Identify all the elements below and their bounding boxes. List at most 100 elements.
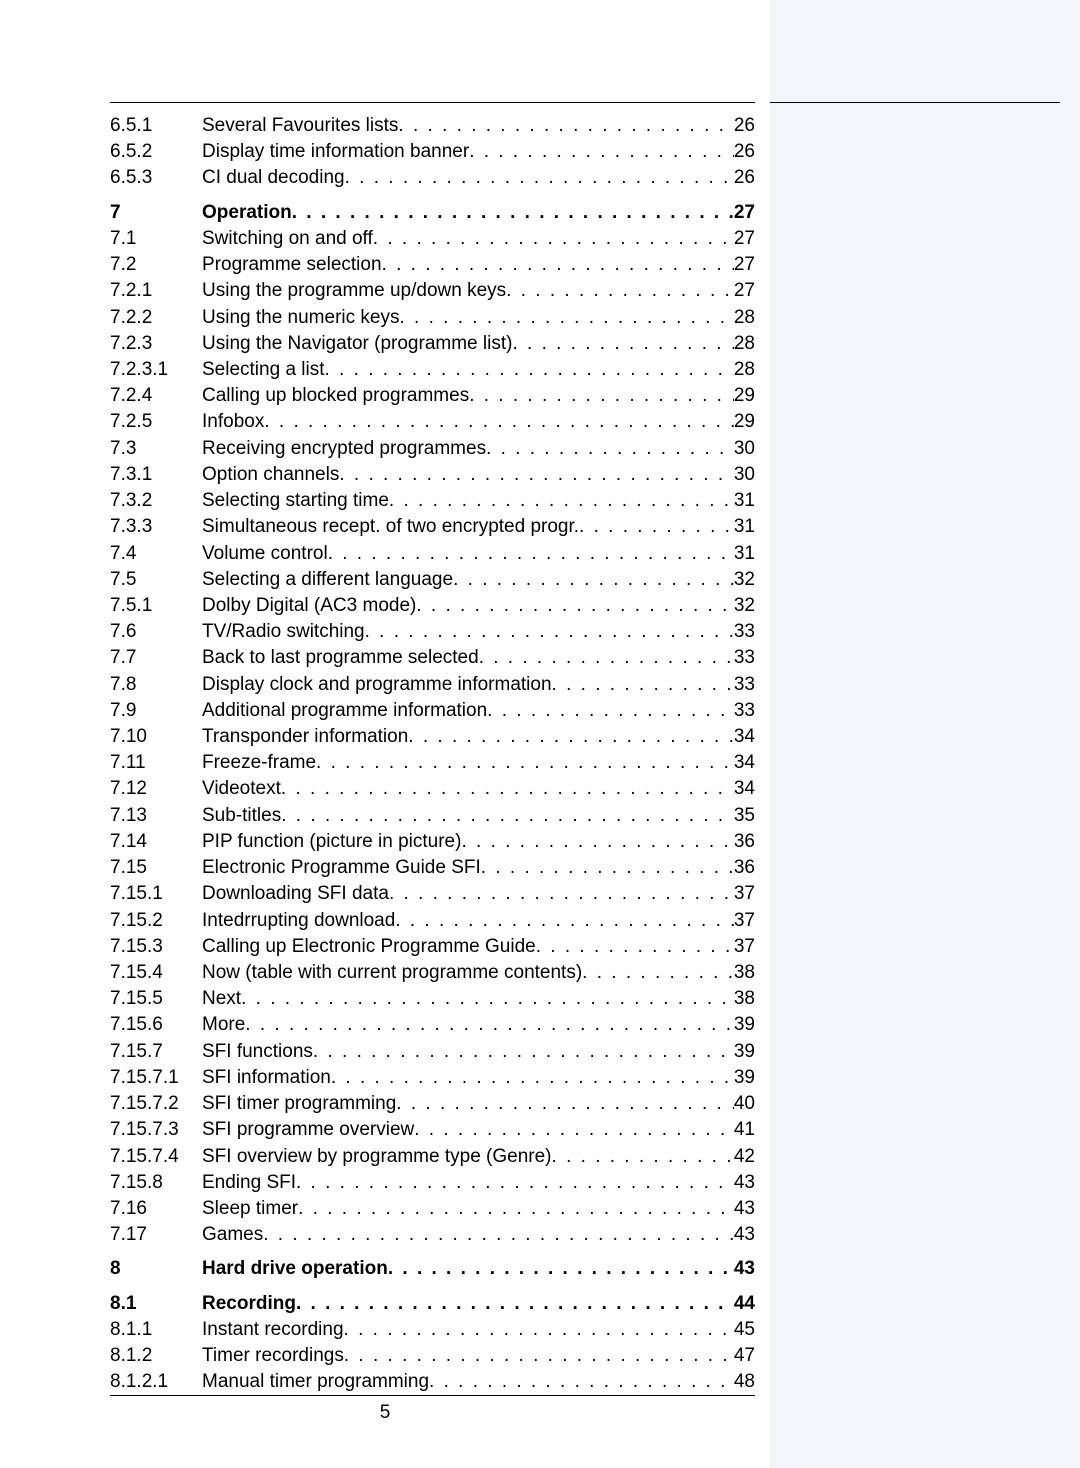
toc-page: 31 (734, 514, 755, 540)
toc-row: 7.10Transponder information34 (110, 724, 755, 750)
toc-section-number: 7.15.6 (110, 1012, 202, 1038)
toc-leader-dots (398, 113, 733, 139)
toc-leader-dots (414, 1117, 734, 1143)
toc-leader-dots (481, 855, 734, 881)
toc-page: 27 (734, 278, 755, 304)
toc-row: 8.1.2.1Manual timer programming48 (110, 1369, 755, 1395)
toc-row: 7.3.3Simultaneous recept. of two encrypt… (110, 514, 755, 540)
toc-page: 43 (734, 1196, 755, 1222)
toc-section-number: 7.3 (110, 436, 202, 462)
toc-page: 37 (734, 881, 755, 907)
toc-leader-dots (479, 645, 734, 671)
content-area: 6.5.1Several Favourites lists266.5.2Disp… (110, 102, 755, 1396)
toc-page: 43 (734, 1222, 755, 1248)
toc-page: 34 (734, 776, 755, 802)
toc-row: 7.15Electronic Programme Guide SFI36 (110, 855, 755, 881)
toc-row: 7.16Sleep timer43 (110, 1196, 755, 1222)
toc-title-wrap: Intedrrupting download37 (202, 908, 755, 934)
toc-page: 43 (734, 1256, 755, 1282)
toc-title-wrap: Instant recording45 (202, 1317, 755, 1343)
toc-title-wrap: Selecting a different language32 (202, 567, 755, 593)
toc-page: 42 (734, 1144, 755, 1170)
toc-section-number: 7.15.5 (110, 986, 202, 1012)
toc-leader-dots (344, 1317, 734, 1343)
toc-title: SFI information (202, 1065, 331, 1091)
toc-section-number: 7.8 (110, 672, 202, 698)
toc-page: 45 (734, 1317, 755, 1343)
page-number: 5 (0, 1402, 770, 1424)
toc-leader-dots (373, 226, 734, 252)
toc-title-wrap: Programme selection27 (202, 252, 755, 278)
toc-title-wrap: Selecting a list28 (202, 357, 755, 383)
toc-section-number: 7.11 (110, 750, 202, 776)
toc-title-wrap: Transponder information34 (202, 724, 755, 750)
toc-title-wrap: Using the numeric keys28 (202, 305, 755, 331)
toc-title: Freeze-frame (202, 750, 316, 776)
toc-section-number: 7.3.3 (110, 514, 202, 540)
toc-leader-dots (512, 331, 733, 357)
toc-section-number: 7.3.2 (110, 488, 202, 514)
toc-row: 7.5.1Dolby Digital (AC3 mode)32 (110, 593, 755, 619)
toc-title-wrap: Calling up Electronic Programme Guide37 (202, 934, 755, 960)
toc-title: Option channels (202, 462, 339, 488)
toc-title-wrap: Timer recordings47 (202, 1343, 755, 1369)
toc-row: 7.15.7.1SFI information39 (110, 1065, 755, 1091)
toc-page: 35 (734, 803, 755, 829)
toc-title: Timer recordings (202, 1343, 344, 1369)
toc-section-number: 7.15 (110, 855, 202, 881)
toc-row: 7.13Sub-titles35 (110, 803, 755, 829)
toc-title: Selecting a list (202, 357, 325, 383)
toc-title-wrap: PIP function (picture in picture) 36 (202, 829, 755, 855)
toc-title: Several Favourites lists (202, 113, 398, 139)
toc-leader-dots (395, 908, 734, 934)
toc-section-number: 7.15.3 (110, 934, 202, 960)
toc-page: 36 (734, 829, 755, 855)
toc-title: Ending SFI (202, 1170, 296, 1196)
toc-leader-dots (365, 619, 734, 645)
toc-section-number: 6.5.3 (110, 165, 202, 191)
toc-leader-dots (579, 514, 734, 540)
toc-row: 7.2Programme selection27 (110, 252, 755, 278)
toc-row: 7.2.1Using the programme up/down keys27 (110, 278, 755, 304)
toc-title: SFI overview by programme type (Genre) (202, 1144, 552, 1170)
toc-section-number: 7.17 (110, 1222, 202, 1248)
toc-title-wrap: Recording44 (202, 1291, 755, 1317)
toc-title: Videotext (202, 776, 281, 802)
toc-title-wrap: Using the programme up/down keys27 (202, 278, 755, 304)
toc-page: 26 (734, 165, 755, 191)
toc-row: 8Hard drive operation43 (110, 1256, 755, 1282)
toc-page: 27 (734, 200, 755, 226)
toc-leader-dots (486, 436, 734, 462)
toc-row: 7.3.2Selecting starting time31 (110, 488, 755, 514)
toc-title: Infobox (202, 409, 264, 435)
toc-leader-dots (325, 357, 734, 383)
toc-section-number: 7.2.3 (110, 331, 202, 357)
toc-row: 7.15.6More39 (110, 1012, 755, 1038)
toc-section-number: 7.15.1 (110, 881, 202, 907)
toc-title: TV/Radio switching (202, 619, 365, 645)
toc-title: PIP function (picture in picture) (202, 829, 461, 855)
toc-section-number: 7.15.7.2 (110, 1091, 202, 1117)
toc-title: Display clock and programme information (202, 672, 552, 698)
toc-section-number: 7.15.7.3 (110, 1117, 202, 1143)
toc-leader-dots (396, 1091, 734, 1117)
toc-row: 7.8Display clock and programme informati… (110, 672, 755, 698)
toc-title: SFI timer programming (202, 1091, 396, 1117)
toc-leader-dots (582, 960, 734, 986)
toc-title-wrap: SFI overview by programme type (Genre) 42 (202, 1144, 755, 1170)
toc-title-wrap: Several Favourites lists26 (202, 113, 755, 139)
toc-title: Games (202, 1222, 263, 1248)
toc-title: Calling up blocked programmes (202, 383, 469, 409)
toc-page: 27 (734, 226, 755, 252)
toc-page: 32 (734, 567, 755, 593)
bottom-rule (110, 1395, 755, 1396)
toc-section-number: 6.5.2 (110, 139, 202, 165)
toc-row: 7.15.8Ending SFI43 (110, 1170, 755, 1196)
toc-leader-dots (408, 724, 734, 750)
toc-section-number: 7.2.1 (110, 278, 202, 304)
toc-leader-dots (389, 488, 734, 514)
toc-row: 7.6TV/Radio switching33 (110, 619, 755, 645)
toc-row: 6.5.3CI dual decoding26 (110, 165, 755, 191)
toc-page: 39 (734, 1065, 755, 1091)
toc-row: 7.5Selecting a different language32 (110, 567, 755, 593)
